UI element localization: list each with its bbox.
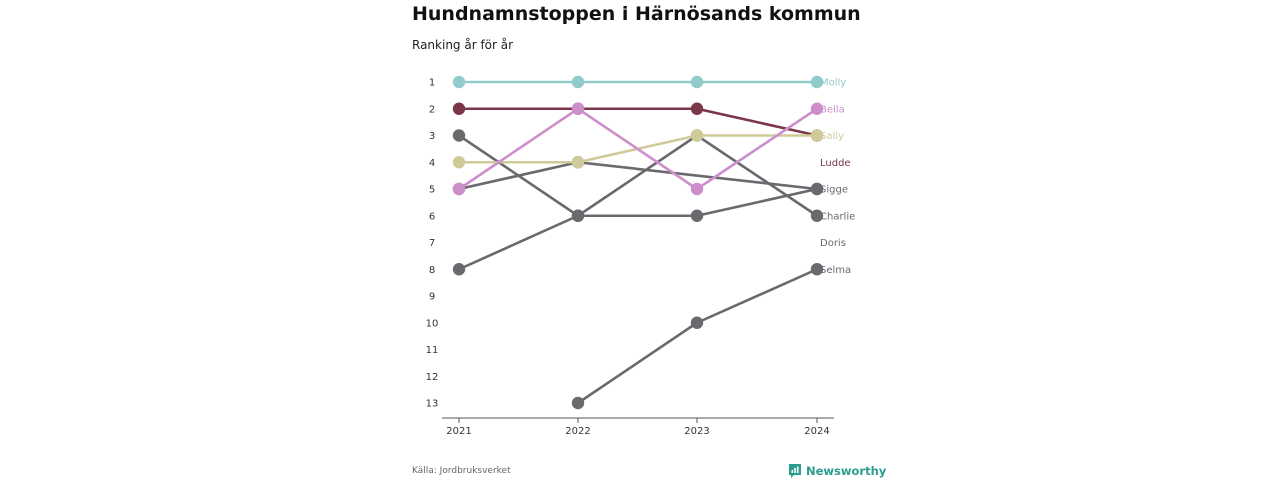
end-label-ludde: Ludde xyxy=(820,158,851,169)
end-label-doris: Doris xyxy=(820,238,846,249)
series-molly xyxy=(452,75,824,89)
y-tick-label: 5 xyxy=(429,185,435,196)
y-tick-label: 4 xyxy=(429,158,435,169)
series-doris xyxy=(452,182,824,276)
y-tick-label: 1 xyxy=(429,78,435,89)
data-point xyxy=(690,182,704,196)
data-point xyxy=(452,263,466,276)
end-label-sigge: Sigge xyxy=(820,185,848,196)
x-tick-label: 2021 xyxy=(446,426,471,437)
series-bella xyxy=(452,102,824,196)
data-point xyxy=(810,129,824,142)
data-point xyxy=(690,209,704,222)
end-label-molly: Molly xyxy=(820,78,846,89)
data-point xyxy=(571,209,585,222)
series-selma xyxy=(571,263,824,410)
x-tick-label: 2023 xyxy=(684,426,709,437)
data-point xyxy=(690,102,704,115)
source-note: Källa: Jordbruksverket xyxy=(412,466,511,476)
data-point xyxy=(810,75,824,89)
data-point xyxy=(571,75,585,89)
y-tick-label: 9 xyxy=(429,292,435,303)
data-point xyxy=(452,156,466,169)
end-label-selma: Selma xyxy=(820,265,851,276)
data-point xyxy=(810,263,824,276)
chart-bubble-icon xyxy=(789,464,801,478)
end-label-bella: Bella xyxy=(820,104,845,115)
data-point xyxy=(810,182,824,196)
series-line xyxy=(458,107,818,191)
series-line xyxy=(458,187,818,271)
series-line xyxy=(459,107,818,137)
y-tick-label: 6 xyxy=(429,211,435,222)
series-line xyxy=(577,268,818,405)
y-tick-label: 2 xyxy=(429,104,435,115)
x-tick-label: 2022 xyxy=(565,426,590,437)
x-tick-label: 2024 xyxy=(804,426,829,437)
data-point xyxy=(690,129,704,142)
y-tick-label: 10 xyxy=(426,318,439,329)
chart-subtitle: Ranking år för år xyxy=(412,38,514,52)
data-point xyxy=(690,316,704,329)
end-label-charlie: Charlie xyxy=(820,211,855,222)
data-point xyxy=(571,156,585,169)
y-tick-label: 13 xyxy=(426,399,439,410)
data-point xyxy=(452,75,466,89)
data-point xyxy=(810,102,824,115)
y-tick-label: 11 xyxy=(426,345,439,356)
end-label-sally: Sally xyxy=(820,131,844,142)
data-point xyxy=(452,182,466,196)
brand-logo[interactable]: Newsworthy xyxy=(788,463,886,479)
chart-title: Hundnamnstoppen i Härnösands kommun xyxy=(412,3,861,25)
brand-name: Newsworthy xyxy=(806,464,887,478)
chart-card: Hundnamnstoppen i Härnösands kommun Rank… xyxy=(412,0,886,480)
data-point xyxy=(571,102,585,115)
data-point xyxy=(571,396,585,410)
y-tick-label: 8 xyxy=(429,265,435,276)
y-tick-label: 3 xyxy=(429,131,435,142)
y-tick-label: 7 xyxy=(429,238,435,249)
y-tick-label: 12 xyxy=(426,372,439,383)
data-point xyxy=(690,75,704,89)
data-point xyxy=(810,209,824,222)
data-point xyxy=(452,129,466,142)
data-point xyxy=(452,102,466,115)
